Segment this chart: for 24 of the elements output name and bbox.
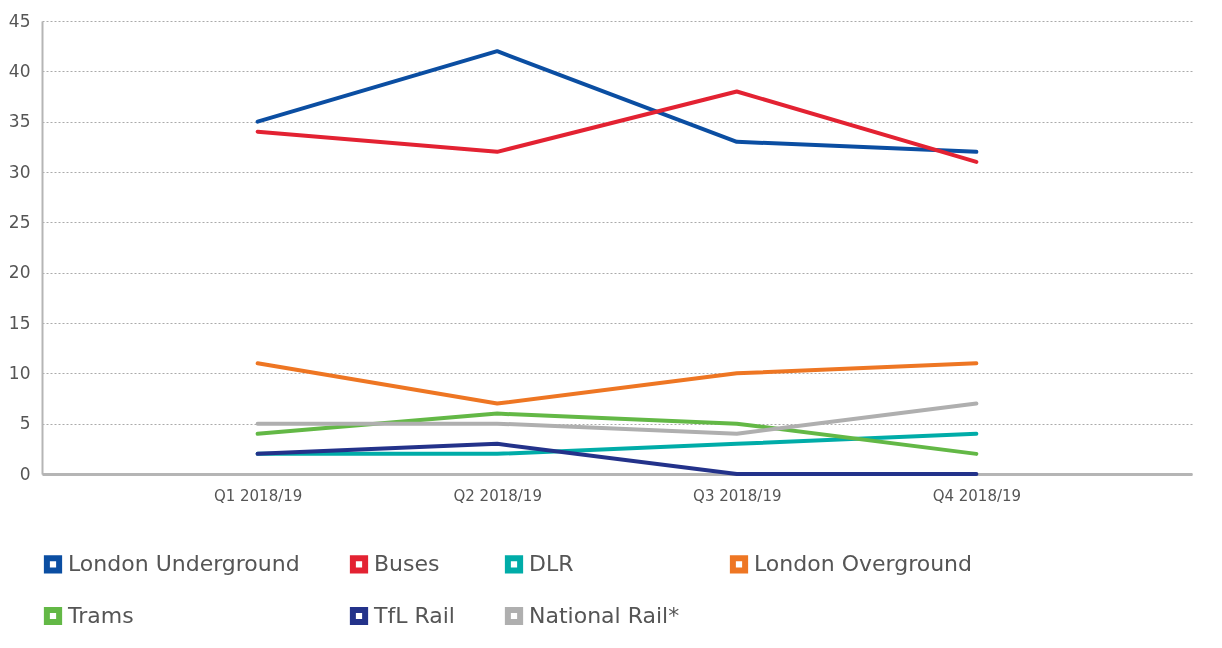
y-tick-label: 5 — [19, 413, 31, 434]
y-tick-label: 15 — [8, 312, 31, 333]
legend-label: London Overground — [754, 551, 973, 577]
line-series — [255, 49, 979, 154]
x-tick-label: Q1 2018/19 — [213, 486, 303, 505]
y-tick-label: 35 — [8, 111, 31, 132]
legend-label: Buses — [374, 551, 440, 577]
legend-label: DLR — [529, 551, 574, 577]
y-tick-label: 20 — [8, 262, 31, 283]
x-tick-label: Q3 2018/19 — [693, 486, 782, 505]
line-series — [255, 411, 979, 456]
y-tick-label: 30 — [8, 161, 31, 182]
y-tick-label: 0 — [19, 463, 31, 484]
y-tick-label: 25 — [8, 211, 31, 232]
y-tick-label: 45 — [8, 10, 31, 31]
legend-label: Trams — [67, 603, 134, 628]
legend-label: National Rail* — [529, 603, 680, 628]
line-series — [255, 89, 979, 164]
legend-label: TfL Rail — [373, 603, 455, 628]
x-tick-label: Q2 2018/19 — [453, 486, 542, 505]
x-tick-label: Q4 2018/19 — [932, 486, 1022, 505]
legend-label: London Underground — [68, 551, 300, 577]
y-tick-label: 40 — [8, 60, 31, 81]
y-tick-label: 10 — [8, 362, 31, 383]
